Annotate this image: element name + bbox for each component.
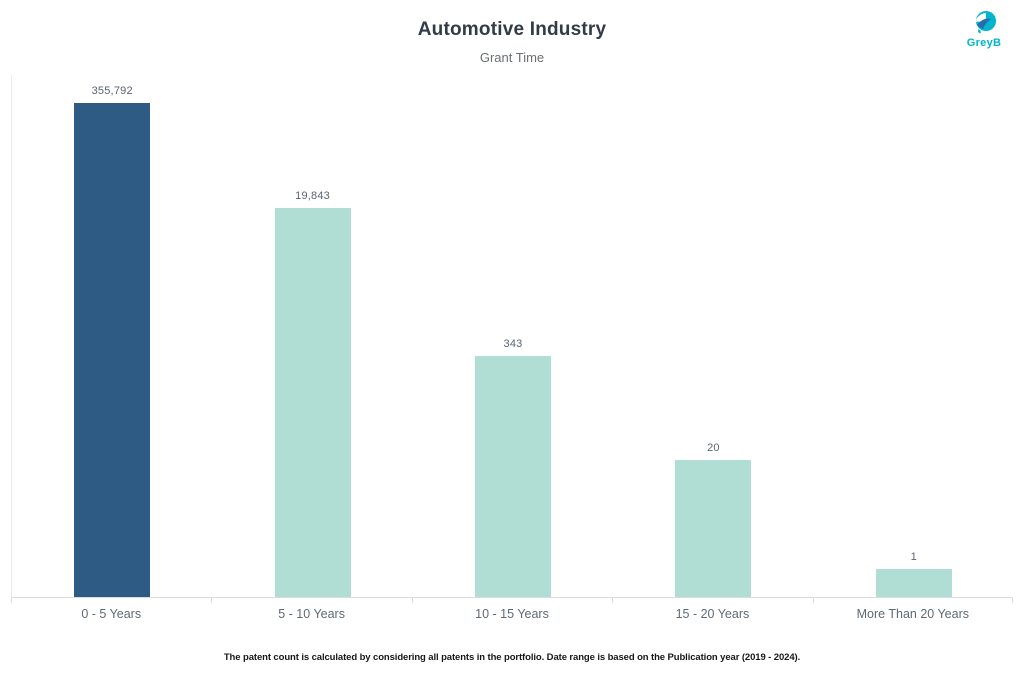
bar bbox=[675, 460, 752, 597]
x-axis-label: 15 - 20 Years bbox=[675, 607, 750, 621]
bar-value-label: 1 bbox=[910, 551, 917, 563]
x-axis-tick bbox=[1012, 597, 1013, 603]
x-axis-tick bbox=[211, 597, 213, 603]
x-axis-label: More Than 20 Years bbox=[856, 607, 969, 621]
bar-group: 355,792 bbox=[12, 75, 212, 597]
x-axis-label: 5 - 10 Years bbox=[278, 607, 345, 621]
bar bbox=[474, 356, 551, 597]
x-axis-tick bbox=[411, 597, 413, 603]
bar-group: 19,843 bbox=[212, 75, 412, 597]
x-axis-labels: 0 - 5 Years 5 - 10 Years 10 - 15 Years 15 -… bbox=[11, 604, 1013, 624]
bar-value-label: 19,843 bbox=[295, 190, 331, 202]
greyb-logo: GreyB bbox=[958, 8, 1010, 49]
x-axis-label: 10 - 15 Years bbox=[475, 607, 549, 621]
x-axis-tick bbox=[812, 597, 814, 603]
bar bbox=[875, 569, 952, 597]
bar-value-label: 343 bbox=[503, 338, 523, 350]
bar bbox=[74, 103, 151, 597]
bar-group: 20 bbox=[613, 75, 813, 597]
chart-subtitle: Grant Time bbox=[479, 50, 545, 65]
greyb-logo-icon bbox=[971, 8, 998, 36]
plot-area: 355,792 19,843 343 20 1 bbox=[11, 75, 1014, 603]
greyb-logo-text: GreyB bbox=[966, 37, 1002, 49]
x-axis-tick bbox=[11, 597, 12, 603]
bar-group: 343 bbox=[413, 75, 613, 597]
x-axis-tick bbox=[612, 597, 614, 603]
chart-footnote: The patent count is calculated by consid… bbox=[223, 652, 801, 663]
bar-value-label: 20 bbox=[707, 442, 720, 454]
x-axis-label: 0 - 5 Years bbox=[81, 607, 142, 621]
bar-value-label: 355,792 bbox=[91, 85, 133, 97]
bar bbox=[274, 208, 351, 597]
bar-group: 1 bbox=[814, 75, 1014, 597]
chart-title: Automotive Industry bbox=[417, 19, 607, 40]
